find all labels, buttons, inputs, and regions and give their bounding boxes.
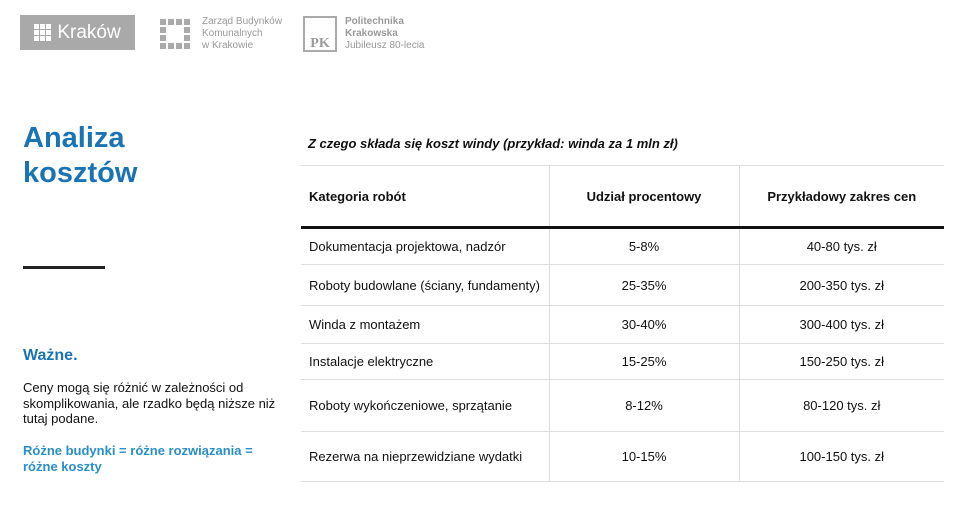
table-cell: 200-350 tys. zł	[738, 264, 944, 306]
zbk-line: Zarząd Budynków	[202, 16, 283, 27]
table-cell: Dokumentacja projektowa, nadzór	[301, 227, 549, 265]
table-cell: 10-15%	[548, 431, 739, 482]
table-row: Roboty wykończeniowe, sprzątanie 8-12% 80-…	[301, 379, 944, 432]
table-cell: 100-150 tys. zł	[738, 431, 944, 482]
column-header: Udział procentowy	[548, 165, 739, 229]
table-cell: Roboty wykończeniowe, sprzątanie	[301, 379, 549, 432]
important-note: Różne budynki = różne rozwiązania = różn…	[23, 443, 253, 474]
table-cell: Instalacje elektryczne	[301, 343, 549, 380]
table-row: Instalacje elektryczne 15-25% 150-250 tys.…	[301, 343, 944, 380]
column-header: Kategoria robót	[301, 165, 549, 229]
table-cell: Rezerwa na nieprzewidziane wydatki	[301, 431, 549, 482]
table-cell: Winda z montażem	[301, 305, 549, 344]
column-header: Przykładowy zakres cen	[738, 165, 944, 229]
table-row: Rezerwa na nieprzewidziane wydatki 10-15%…	[301, 431, 944, 482]
zbk-grid-icon	[160, 19, 190, 49]
pk-line: Krakowska	[345, 28, 398, 39]
pk-line: Jubileusz 80-lecia	[345, 40, 425, 51]
table-cell: 80-120 tys. zł	[738, 379, 944, 432]
important-text: Ceny mogą się różnić w zależności od sko…	[23, 380, 276, 426]
krakow-grid-icon	[34, 24, 52, 41]
table-cell: 5-8%	[548, 227, 739, 265]
cost-table: Kategoria robót Udział procentowy Przykład…	[301, 165, 944, 482]
table-cell: 15-25%	[548, 343, 739, 380]
table-cell: 30-40%	[548, 305, 739, 344]
pk-emblem-icon: PK	[303, 16, 337, 52]
table-cell: 40-80 tys. zł	[738, 227, 944, 265]
page-title: Analiza kosztów	[23, 122, 138, 189]
pk-logo: PK Politechnika Krakowska Jubileusz 80-lec…	[303, 16, 425, 52]
divider	[23, 266, 105, 269]
table-caption: Z czego składa się koszt windy (przykład…	[308, 136, 678, 151]
table-cell: Roboty budowlane (ściany, fundamenty)	[301, 264, 549, 306]
zbk-line: w Krakowie	[202, 40, 254, 51]
krakow-logo-text: Kraków	[57, 21, 121, 43]
table-cell: 25-35%	[548, 264, 739, 306]
table-row: Dokumentacja projektowa, nadzór 5-8% 40-80…	[301, 227, 944, 265]
table-cell: 300-400 tys. zł	[738, 305, 944, 344]
table-row: Winda z montażem 30-40% 300-400 tys. zł	[301, 305, 944, 344]
table-row: Roboty budowlane (ściany, fundamenty) 25-…	[301, 264, 944, 306]
important-heading: Ważne.	[23, 347, 78, 364]
zbk-line: Komunalnych	[202, 28, 263, 39]
pk-line: Politechnika	[345, 16, 404, 27]
krakow-logo: Kraków	[20, 15, 135, 50]
zbk-logo: Zarząd Budynków Komunalnych w Krakowie	[160, 16, 282, 52]
table-cell: 8-12%	[548, 379, 739, 432]
table-cell: 150-250 tys. zł	[738, 343, 944, 380]
